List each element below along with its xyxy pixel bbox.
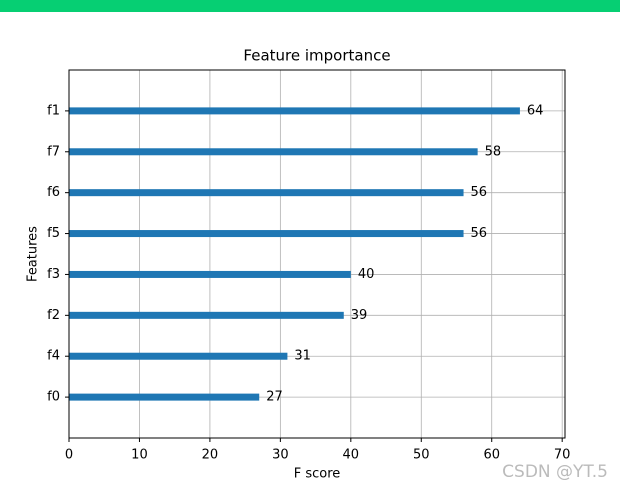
bar — [69, 107, 520, 115]
bar — [69, 352, 288, 360]
y-tick-label: f1 — [47, 103, 60, 118]
value-label: 27 — [266, 390, 283, 405]
bar — [69, 230, 464, 238]
x-tick-label: 70 — [554, 448, 571, 463]
y-tick-label: f7 — [47, 144, 60, 159]
plot-frame — [68, 69, 566, 439]
bar — [69, 189, 464, 197]
bar — [69, 393, 260, 401]
chart-title: Feature importance — [243, 47, 390, 65]
bar — [69, 311, 344, 319]
x-tick-label: 60 — [483, 448, 500, 463]
y-tick-label: f4 — [47, 349, 60, 364]
x-tick-label: 40 — [343, 448, 360, 463]
y-tick-label: f0 — [47, 390, 60, 405]
value-label: 40 — [358, 267, 375, 282]
window-bar — [0, 0, 620, 12]
watermark: CSDN @YT.5 — [502, 462, 608, 482]
x-tick-label: 10 — [131, 448, 148, 463]
value-label: 64 — [527, 103, 544, 118]
bar — [69, 148, 478, 156]
value-label: 56 — [471, 226, 488, 241]
y-tick-label: f6 — [47, 185, 60, 200]
value-label: 56 — [471, 185, 488, 200]
x-tick-label: 50 — [413, 448, 430, 463]
value-label: 39 — [351, 308, 368, 323]
value-label: 58 — [485, 144, 502, 159]
x-tick-label: 20 — [202, 448, 219, 463]
y-tick-label: f2 — [47, 308, 60, 323]
x-axis-label: F score — [294, 467, 341, 482]
bar — [69, 270, 351, 278]
x-tick-label: 30 — [272, 448, 289, 463]
y-tick-label: f5 — [47, 226, 60, 241]
value-label: 31 — [294, 349, 311, 364]
y-tick-label: f3 — [47, 267, 60, 282]
x-tick-label: 0 — [65, 448, 73, 463]
y-axis-label: Features — [26, 226, 41, 282]
